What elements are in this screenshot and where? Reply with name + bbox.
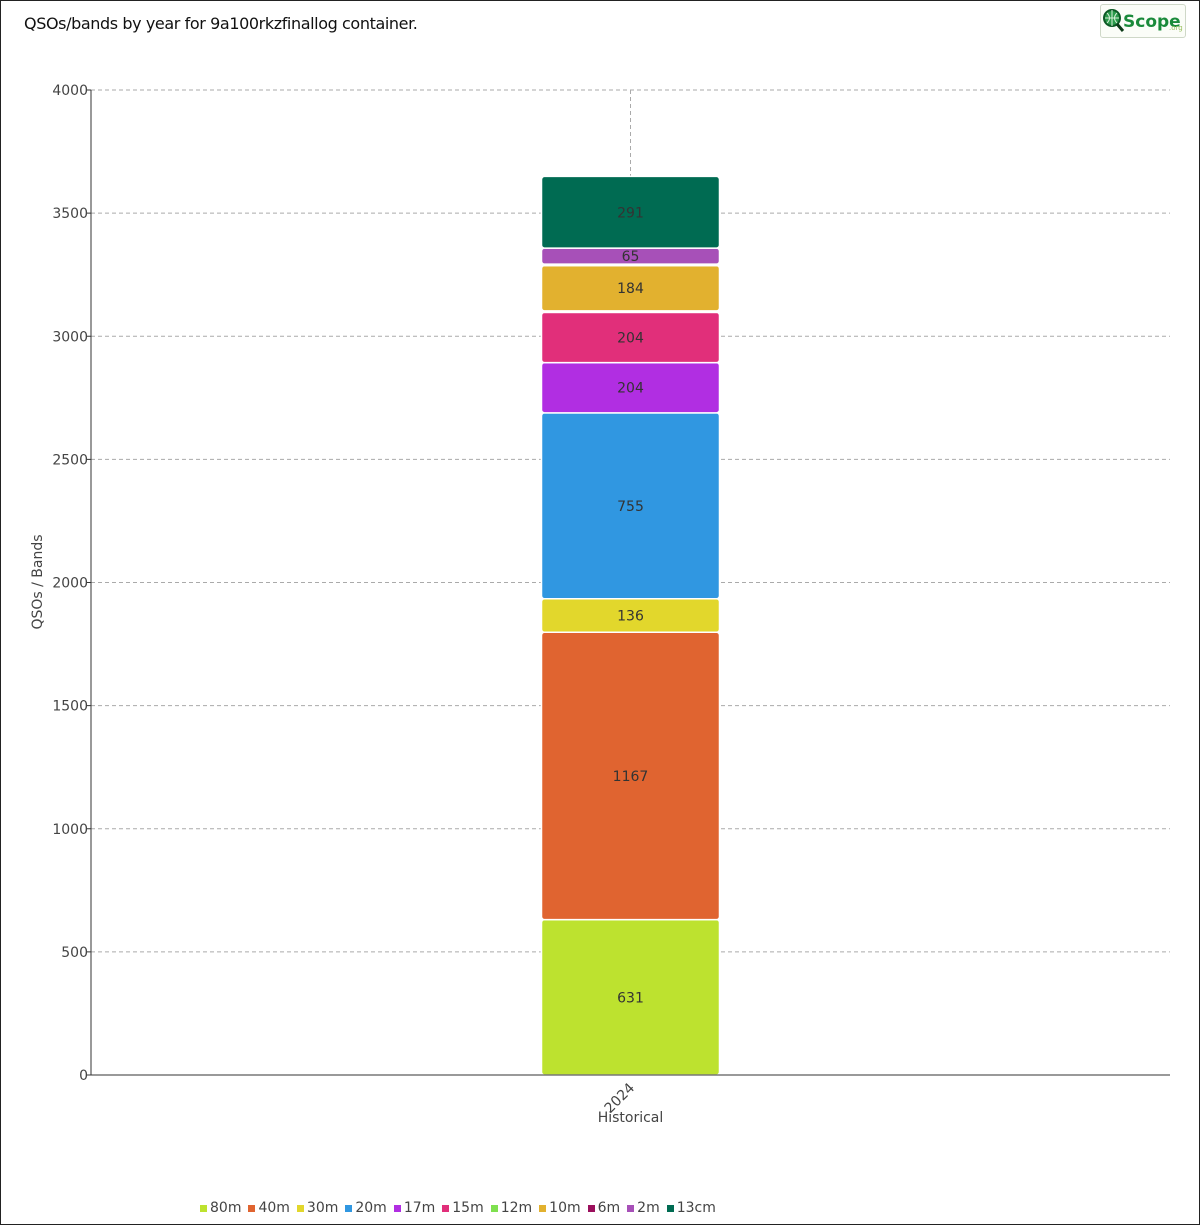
- legend-item-20m[interactable]: 20m: [345, 1200, 387, 1216]
- legend-item-10m[interactable]: 10m: [539, 1200, 581, 1216]
- legend-swatch: [296, 1204, 304, 1212]
- legend-swatch: [442, 1204, 450, 1212]
- data-label-30m: 136: [617, 608, 644, 624]
- logo-suffix: .org: [1169, 24, 1183, 32]
- y-tick-label: 3500: [52, 206, 88, 222]
- y-tick-label: 1500: [52, 699, 88, 715]
- legend-item-12m[interactable]: 12m: [490, 1200, 533, 1216]
- data-label-15m: 204: [617, 330, 644, 346]
- y-tick-label: 2000: [52, 576, 88, 592]
- legend-swatch: [539, 1204, 547, 1212]
- legend-item-13cm[interactable]: 13cm: [666, 1200, 716, 1216]
- y-tick-label: 1000: [52, 822, 88, 838]
- legend-label: 2m: [637, 1200, 660, 1216]
- y-tick-label: 500: [61, 945, 88, 961]
- y-tick-label: 2500: [52, 452, 88, 468]
- legend-item-80m[interactable]: 80m: [200, 1200, 241, 1216]
- legend-swatch: [248, 1204, 256, 1212]
- legend-item-40m[interactable]: 40m: [248, 1200, 290, 1216]
- legend-swatch: [345, 1204, 353, 1212]
- legend-label: 17m: [403, 1200, 436, 1216]
- legend-swatch: [587, 1204, 595, 1212]
- magnifier-globe-icon: Scope .org: [1103, 9, 1183, 32]
- data-label-10m: 184: [617, 281, 644, 297]
- legend-item-2m[interactable]: 2m: [627, 1200, 660, 1216]
- legend-label: 40m: [258, 1200, 290, 1216]
- legend-swatch: [393, 1204, 401, 1212]
- y-tick-label: 0: [79, 1068, 88, 1084]
- legend-swatch: [490, 1204, 498, 1212]
- data-label-13cm: 291: [617, 205, 644, 221]
- legend-label: 30m: [306, 1200, 339, 1216]
- chart-title: QSOs/bands by year for 9a100rkzfinallog …: [24, 14, 418, 33]
- y-tick-label: 4000: [52, 83, 88, 99]
- legend-item-30m[interactable]: 30m: [296, 1200, 339, 1216]
- logo-text: Scope: [1123, 12, 1181, 32]
- bar-segment-13cm: [540, 175, 721, 249]
- chart-legend: 80m 40m 30m 20m 17m 15m 12m 10m 6m 2m 13cm: [200, 1200, 716, 1216]
- legend-swatch: [627, 1204, 635, 1212]
- y-tick-label: 3000: [52, 329, 88, 345]
- legend-label: 15m: [452, 1200, 484, 1216]
- legend-label: 12m: [500, 1200, 533, 1216]
- qscope-logo[interactable]: Scope .org: [1100, 4, 1186, 38]
- data-label-80m: 631: [617, 990, 644, 1006]
- legend-label: 80m: [210, 1200, 242, 1216]
- y-axis-title: QSOs / Bands: [30, 534, 46, 629]
- legend-item-15m[interactable]: 15m: [442, 1200, 484, 1216]
- legend-label: 6m: [597, 1200, 621, 1216]
- legend-swatch: [666, 1204, 674, 1212]
- data-label-17m: 204: [617, 381, 644, 397]
- legend-swatch: [200, 1204, 207, 1212]
- legend-item-6m[interactable]: 6m: [587, 1200, 621, 1216]
- legend-item-17m[interactable]: 17m: [393, 1200, 436, 1216]
- data-label-40m: 1167: [613, 769, 649, 785]
- legend-label: 10m: [549, 1200, 581, 1216]
- data-label-2m: 65: [622, 249, 640, 265]
- x-axis-title: Historical: [598, 1110, 664, 1126]
- legend-label: 13cm: [676, 1200, 716, 1216]
- data-label-20m: 755: [617, 499, 644, 515]
- legend-label: 20m: [355, 1200, 387, 1216]
